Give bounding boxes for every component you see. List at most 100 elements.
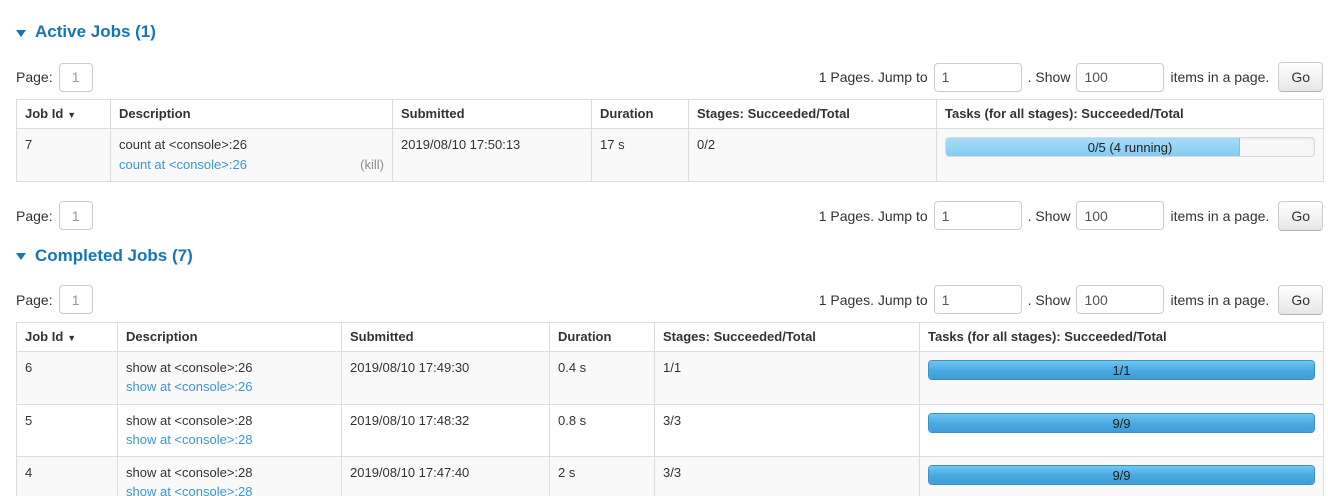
duration-cell: 0.4 s [549,351,655,405]
go-button[interactable]: Go [1278,200,1323,231]
completed-jobs-table: Job Id ▼ Description Submitted Duration S… [16,321,1324,496]
sort-desc-icon: ▼ [67,332,77,343]
submitted-cell: 2019/08/10 17:48:32 [341,403,550,457]
sort-desc-icon: ▼ [67,110,77,120]
collapse-arrow-icon [16,29,26,37]
duration-cell: 17 s [591,128,689,182]
stages-cell: 3/3 [654,403,920,457]
col-header-submitted[interactable]: Submitted [392,98,592,130]
page-label: Page: [16,69,53,85]
col-header-stages[interactable]: Stages: Succeeded/Total [688,98,937,130]
active-jobs-table: Job Id ▼ Description Submitted Duration S… [16,98,1324,182]
completed-progress-fill [929,466,1314,484]
completed-job-row: 4 show at <console>:28 show at <console>… [16,456,1324,496]
job-id-cell: 5 [16,403,118,457]
page-number-input[interactable] [58,285,93,315]
col-header-tasks[interactable]: Tasks (for all stages): Succeeded/Total [919,321,1324,353]
items-text: items in a page. [1170,207,1270,224]
job-description-text: show at <console>:28 [126,465,253,480]
tasks-progress-bar: 9/9 [928,465,1315,485]
jump-to-page-input[interactable] [933,285,1022,315]
col-header-stages[interactable]: Stages: Succeeded/Total [654,321,920,353]
progress-label: 9/9 [1112,468,1131,483]
running-progress-fill [946,138,1241,157]
progress-label: 0/5 (4 running) [1087,140,1173,156]
page-number-input[interactable] [58,62,93,92]
collapse-arrow-icon [16,253,26,261]
progress-label: 9/9 [1112,415,1131,431]
completed-progress-fill [929,413,1314,432]
col-header-job-id[interactable]: Job Id ▼ [16,321,118,353]
tasks-cell: 9/9 [919,456,1324,496]
job-description-text: show at <console>:28 [126,412,253,428]
active-job-row: 7 count at <console>:26 count at <consol… [16,128,1324,182]
pages-total-text: 1 Pages. Jump to [818,69,928,85]
job-description-text: show at <console>:26 [126,360,253,375]
stages-cell: 1/1 [654,351,920,405]
spark-jobs-page: Active Jobs (1) Page: 1 Pages. Jump to .… [16,22,1324,496]
stages-cell: 3/3 [654,456,920,496]
tasks-cell: 9/9 [919,403,1324,457]
items-per-page-input[interactable] [1076,285,1165,315]
tasks-progress-bar: 0/5 (4 running) [945,137,1315,158]
col-header-description[interactable]: Description [117,321,342,353]
description-cell: show at <console>:28 show at <console>:2… [117,456,342,496]
job-description-text: count at <console>:26 [119,137,247,153]
completed-job-row: 6 show at <console>:26 show at <console>… [16,351,1324,405]
jump-to-page-input[interactable] [933,201,1022,231]
kill-job-link[interactable]: (kill) [360,156,384,172]
page-label: Page: [16,291,53,308]
tasks-cell: 1/1 [919,351,1324,405]
page-number-input[interactable] [58,201,93,231]
completed-jobs-heading[interactable]: Completed Jobs (7) [16,246,1323,266]
active-pagination-bottom: Page: 1 Pages. Jump to . Show items in a… [16,200,1323,231]
col-header-duration[interactable]: Duration [549,321,655,353]
submitted-cell: 2019/08/10 17:47:40 [341,456,550,496]
completed-progress-fill [929,361,1314,379]
jump-to-page-input[interactable] [933,62,1022,92]
col-header-description[interactable]: Description [110,98,393,130]
duration-cell: 2 s [549,456,655,496]
job-detail-link[interactable]: show at <console>:26 [126,379,253,395]
show-text: . Show [1027,207,1071,224]
completed-table-header-row: Job Id ▼ Description Submitted Duration S… [16,321,1324,353]
submitted-cell: 2019/08/10 17:49:30 [341,351,550,405]
pages-total-text: 1 Pages. Jump to [818,291,928,308]
page-label: Page: [16,207,53,224]
completed-pagination-top: Page: 1 Pages. Jump to . Show items in a… [16,284,1323,315]
job-detail-link[interactable]: show at <console>:28 [126,484,253,496]
items-per-page-input[interactable] [1076,201,1165,231]
job-id-cell: 6 [16,351,118,405]
active-table-header-row: Job Id ▼ Description Submitted Duration S… [16,98,1324,130]
col-header-job-id[interactable]: Job Id ▼ [16,98,111,130]
submitted-cell: 2019/08/10 17:50:13 [392,128,592,182]
tasks-progress-bar: 9/9 [928,412,1315,433]
tasks-progress-bar: 1/1 [928,360,1315,380]
items-text: items in a page. [1170,291,1270,308]
col-header-duration[interactable]: Duration [591,98,689,130]
items-per-page-input[interactable] [1076,62,1165,92]
completed-jobs-title: Completed Jobs (7) [35,245,193,265]
job-detail-link[interactable]: count at <console>:26 [119,156,247,172]
duration-cell: 0.8 s [549,403,655,457]
stages-cell: 0/2 [688,128,937,182]
col-header-submitted[interactable]: Submitted [341,321,550,353]
job-detail-link[interactable]: show at <console>:28 [126,431,253,447]
show-text: . Show [1027,291,1071,308]
job-id-cell: 7 [16,128,111,182]
description-cell: show at <console>:26 show at <console>:2… [117,351,342,405]
col-header-tasks[interactable]: Tasks (for all stages): Succeeded/Total [936,98,1324,130]
description-cell: count at <console>:26 count at <console>… [110,128,393,182]
go-button[interactable]: Go [1278,62,1323,92]
job-id-cell: 4 [16,456,118,496]
completed-job-row: 5 show at <console>:28 show at <console>… [16,403,1324,457]
active-pagination-top: Page: 1 Pages. Jump to . Show items in a… [16,62,1323,92]
go-button[interactable]: Go [1278,284,1323,315]
show-text: . Show [1027,69,1071,85]
active-jobs-title: Active Jobs (1) [35,22,156,41]
items-text: items in a page. [1170,69,1270,85]
pages-total-text: 1 Pages. Jump to [818,207,928,224]
description-cell: show at <console>:28 show at <console>:2… [117,403,342,457]
active-jobs-heading[interactable]: Active Jobs (1) [16,22,1323,42]
progress-label: 1/1 [1112,363,1131,378]
